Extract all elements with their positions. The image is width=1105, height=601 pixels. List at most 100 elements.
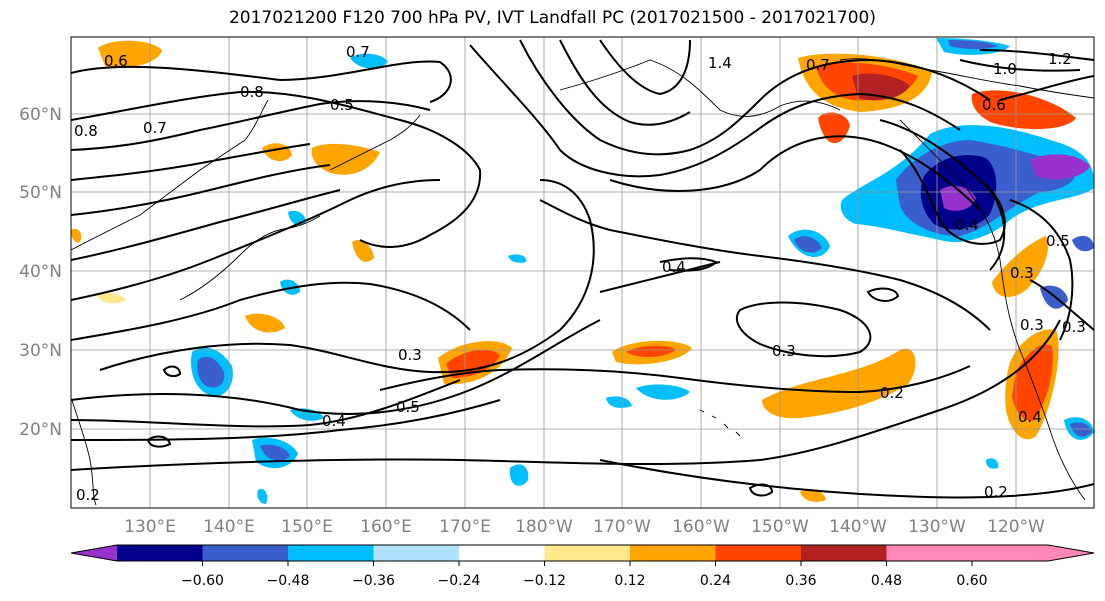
colorbar-tick-label: 0.48 <box>871 573 902 589</box>
lon-label: 170°E <box>439 517 491 537</box>
negative-anomaly-region <box>986 458 999 469</box>
negative-anomaly-region <box>509 464 529 486</box>
contour-label: 1.2 <box>1048 50 1072 68</box>
positive-anomaly-region <box>626 345 676 358</box>
colorbar-ticks <box>202 561 973 566</box>
contour-line <box>469 44 661 178</box>
negative-anomaly-region <box>508 254 527 263</box>
colorbar-tick-label: −0.36 <box>352 573 395 589</box>
colorbar-tick-label: −0.12 <box>523 573 566 589</box>
positive-anomaly-region <box>71 228 82 243</box>
contour-line <box>71 90 482 248</box>
contour-label: 0.3 <box>1020 316 1044 334</box>
contour-line <box>999 75 1094 101</box>
positive-anomaly-region <box>800 489 826 502</box>
contour-line <box>735 301 872 358</box>
contour-label: 0.2 <box>76 486 100 504</box>
contour-label: 0.2 <box>880 384 904 402</box>
contour-label: 0.8 <box>74 122 98 140</box>
contour-label: 0.3 <box>772 342 796 360</box>
contour-line <box>71 164 331 216</box>
colorbar-tick-label: −0.48 <box>267 573 310 589</box>
coastline-kamchatka <box>329 114 421 171</box>
contour-line <box>689 58 991 151</box>
contour-label: 0.3 <box>1010 264 1034 282</box>
contour-line <box>659 92 961 176</box>
colorbar-tick-label: 0.24 <box>700 573 731 589</box>
lon-label: 160°W <box>672 517 730 537</box>
contour-line <box>71 319 1061 471</box>
lat-label: 20°N <box>19 420 62 440</box>
contour-line <box>71 60 452 103</box>
positive-anomaly-region <box>762 348 916 419</box>
coastline-japan <box>179 215 321 301</box>
contour-line <box>71 179 441 301</box>
colorbar-segment <box>715 545 801 561</box>
colorbar-segment <box>288 545 374 561</box>
contour-label: 0.5 <box>330 96 354 114</box>
contour-line <box>599 39 691 96</box>
lat-label: 60°N <box>19 105 62 125</box>
contour-line <box>879 119 1006 271</box>
coastlines <box>71 58 1094 506</box>
coastline-north-america-west <box>899 119 1086 501</box>
longitude-labels: 130°E 140°E 150°E 160°E 170°E 180°W 170°… <box>124 517 1045 537</box>
contour-line <box>1009 199 1074 341</box>
lon-label: 170°W <box>593 517 651 537</box>
colorbar-segment <box>544 545 630 561</box>
contour-labels: 0.6 0.7 0.8 0.5 0.7 0.8 1.4 1.2 1.0 0.7 … <box>74 43 1086 504</box>
contour-line <box>599 261 721 293</box>
lat-label: 40°N <box>19 262 62 282</box>
contour-line <box>162 365 182 378</box>
contour-line <box>979 49 1094 61</box>
positive-anomaly-region <box>96 292 126 304</box>
negative-anomaly-region <box>606 396 632 408</box>
contour-line <box>748 483 774 497</box>
coastline-philippines <box>71 399 97 506</box>
contour-line <box>99 179 595 374</box>
negative-anomaly-region <box>257 488 268 504</box>
pv-contours <box>71 39 1094 499</box>
colorbar-tick-label: −0.24 <box>438 573 481 589</box>
map-title: 2017021200 F120 700 hPa PV, IVT Landfall… <box>228 8 876 28</box>
colorbar-segment <box>117 545 203 561</box>
contour-line <box>899 149 1006 245</box>
lon-label: 180°W <box>515 517 573 537</box>
contour-line <box>71 281 471 341</box>
contour-line <box>559 39 691 126</box>
negative-anomaly-region <box>636 384 690 400</box>
colorbar-segment <box>886 545 1094 561</box>
lon-label: 140°E <box>203 517 255 537</box>
colorbar-tick-label: 0.12 <box>614 573 645 589</box>
contour-label: 0.7 <box>806 56 830 74</box>
contour-label: 0.3 <box>398 346 422 364</box>
colorbar-segment <box>801 545 887 561</box>
map-background <box>71 37 1094 508</box>
positive-anomaly-region <box>992 236 1048 297</box>
lon-label: 130°E <box>124 517 176 537</box>
negative-anomaly-region <box>280 279 300 295</box>
contour-line <box>71 379 461 428</box>
latitude-labels: 60°N 50°N 40°N 30°N 20°N <box>19 105 62 440</box>
contour-label: 0.7 <box>346 43 370 61</box>
coastline-east-asia <box>71 99 269 251</box>
positive-anomaly-region <box>311 143 380 175</box>
contour-label: 1.0 <box>993 60 1017 78</box>
contour-line <box>71 143 311 181</box>
contour-line <box>71 189 341 261</box>
negative-anomaly-region <box>1070 422 1092 437</box>
contour-line <box>1029 279 1094 331</box>
colorbar-tick-label: −0.60 <box>181 573 224 589</box>
lon-label: 140°W <box>829 517 887 537</box>
lon-label: 160°E <box>360 517 412 537</box>
negative-anomaly-region <box>1072 235 1094 252</box>
positive-anomaly-region <box>352 239 374 262</box>
contour-label: 0.2 <box>984 483 1008 501</box>
contour-label: 0.6 <box>982 96 1006 114</box>
contour-label: 0.4 <box>662 258 686 276</box>
positive-anomaly-region <box>245 313 285 333</box>
contour-label: 0.5 <box>396 398 420 416</box>
colorbar-outline <box>70 544 1095 562</box>
colorbar <box>70 544 1095 562</box>
